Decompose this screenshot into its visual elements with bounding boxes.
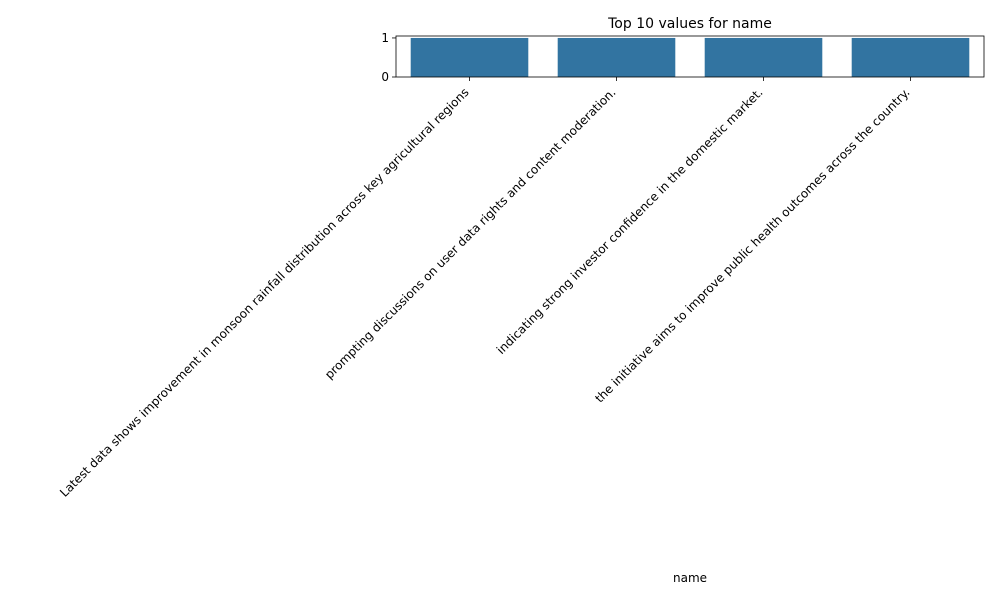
chart-title: Top 10 values for name: [607, 16, 772, 32]
x-axis-label: name: [673, 571, 707, 585]
plot-frame: [395, 35, 985, 78]
bars-group: [410, 37, 970, 77]
bar: [410, 37, 529, 77]
y-tick-label: 0: [381, 70, 389, 84]
x-tick-labels: Latest data shows improvement in monsoon…: [57, 85, 913, 500]
bar: [851, 37, 970, 77]
x-tick-label: indicating strong investor confidence in…: [494, 85, 766, 357]
x-tick-label: the initiative aims to improve public he…: [592, 85, 912, 405]
x-tick-label: prompting discussions on user data right…: [322, 85, 619, 382]
bar: [704, 37, 823, 77]
y-tick-label: 1: [381, 31, 389, 45]
y-tick-labels: 01: [381, 31, 389, 84]
bar: [557, 37, 676, 77]
axes-group: [392, 35, 985, 81]
